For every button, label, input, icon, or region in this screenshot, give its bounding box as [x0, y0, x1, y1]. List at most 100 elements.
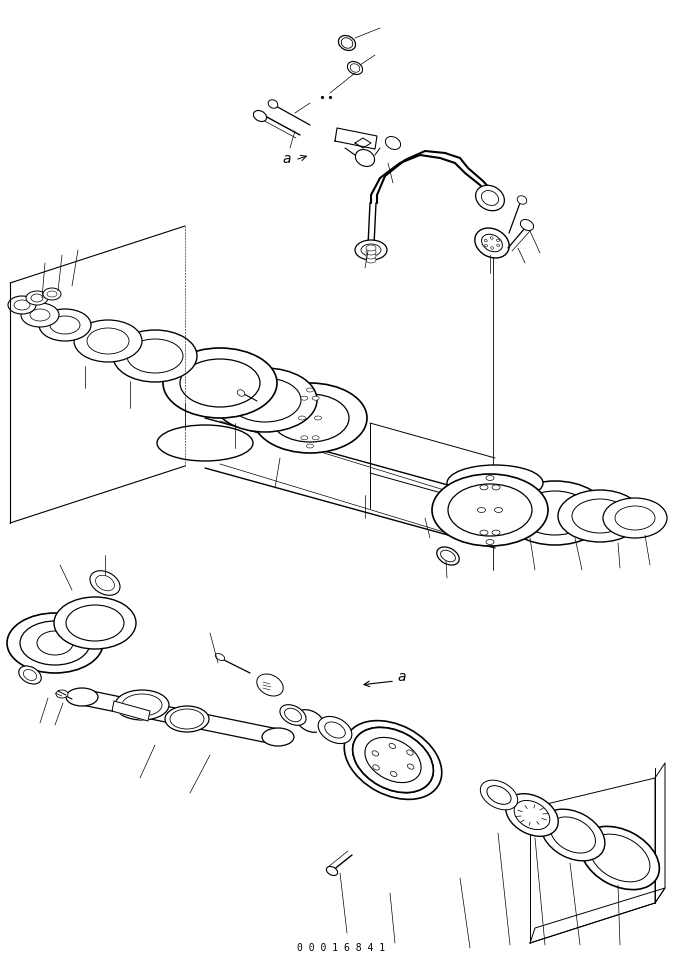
Ellipse shape: [590, 834, 650, 882]
Ellipse shape: [8, 296, 36, 314]
Ellipse shape: [373, 765, 379, 770]
Ellipse shape: [327, 867, 338, 875]
Ellipse shape: [74, 320, 142, 362]
Ellipse shape: [318, 716, 352, 743]
Ellipse shape: [503, 481, 607, 545]
Ellipse shape: [312, 436, 319, 440]
Ellipse shape: [23, 669, 37, 681]
Text: a: a: [397, 670, 406, 684]
Ellipse shape: [486, 476, 494, 481]
Ellipse shape: [406, 750, 413, 755]
Ellipse shape: [520, 220, 533, 230]
Ellipse shape: [480, 530, 488, 535]
Ellipse shape: [385, 137, 400, 149]
Ellipse shape: [257, 674, 283, 696]
Ellipse shape: [365, 738, 421, 783]
Ellipse shape: [347, 62, 363, 74]
Ellipse shape: [66, 688, 98, 706]
Ellipse shape: [54, 597, 136, 649]
Ellipse shape: [372, 751, 379, 756]
Polygon shape: [355, 138, 371, 148]
Ellipse shape: [519, 491, 591, 535]
Ellipse shape: [373, 765, 379, 770]
Ellipse shape: [361, 244, 381, 256]
Ellipse shape: [436, 547, 459, 565]
Ellipse shape: [253, 383, 367, 453]
Ellipse shape: [66, 605, 124, 641]
Ellipse shape: [262, 728, 294, 746]
Ellipse shape: [366, 249, 376, 255]
Ellipse shape: [127, 339, 183, 373]
Ellipse shape: [477, 508, 486, 512]
Ellipse shape: [492, 485, 500, 490]
Ellipse shape: [95, 575, 115, 590]
Ellipse shape: [284, 708, 301, 722]
Ellipse shape: [475, 228, 509, 258]
Ellipse shape: [355, 240, 387, 260]
Ellipse shape: [492, 530, 500, 535]
Ellipse shape: [21, 303, 59, 327]
Ellipse shape: [26, 291, 48, 305]
Ellipse shape: [43, 288, 61, 300]
Ellipse shape: [443, 488, 547, 532]
Ellipse shape: [157, 425, 253, 461]
Ellipse shape: [353, 727, 433, 793]
Ellipse shape: [170, 709, 204, 729]
Ellipse shape: [447, 465, 543, 501]
Ellipse shape: [517, 195, 527, 204]
Ellipse shape: [355, 149, 374, 167]
Ellipse shape: [550, 817, 595, 853]
Polygon shape: [335, 128, 377, 149]
Ellipse shape: [325, 722, 345, 738]
Ellipse shape: [19, 666, 41, 684]
Ellipse shape: [237, 390, 245, 396]
Ellipse shape: [90, 571, 120, 595]
Ellipse shape: [213, 368, 317, 432]
Ellipse shape: [353, 727, 433, 793]
Ellipse shape: [366, 253, 376, 259]
Ellipse shape: [406, 750, 413, 755]
Ellipse shape: [390, 771, 397, 776]
Ellipse shape: [39, 309, 91, 341]
Ellipse shape: [365, 738, 421, 783]
Ellipse shape: [407, 764, 414, 769]
Ellipse shape: [475, 185, 505, 211]
Ellipse shape: [350, 64, 360, 72]
Ellipse shape: [389, 743, 396, 748]
Ellipse shape: [254, 111, 267, 121]
Ellipse shape: [20, 621, 90, 665]
Ellipse shape: [457, 494, 533, 526]
Text: a: a: [282, 152, 291, 166]
Ellipse shape: [31, 294, 43, 302]
Ellipse shape: [271, 394, 349, 442]
Ellipse shape: [299, 416, 306, 420]
Text: 0 0 0 1 6 8 4 1: 0 0 0 1 6 8 4 1: [297, 943, 385, 953]
Ellipse shape: [447, 505, 543, 541]
Ellipse shape: [480, 485, 488, 490]
Ellipse shape: [432, 474, 548, 546]
Ellipse shape: [558, 490, 642, 542]
Ellipse shape: [47, 291, 57, 297]
Ellipse shape: [306, 444, 314, 448]
Ellipse shape: [312, 396, 319, 401]
Ellipse shape: [216, 654, 224, 661]
Ellipse shape: [56, 690, 68, 698]
Ellipse shape: [163, 348, 277, 418]
Ellipse shape: [314, 416, 321, 420]
Ellipse shape: [441, 550, 456, 561]
Ellipse shape: [301, 396, 308, 401]
Ellipse shape: [37, 631, 73, 655]
Ellipse shape: [306, 388, 314, 392]
Ellipse shape: [494, 508, 503, 512]
Ellipse shape: [390, 771, 397, 776]
Ellipse shape: [229, 378, 301, 422]
Ellipse shape: [115, 690, 169, 720]
Ellipse shape: [50, 316, 80, 334]
Ellipse shape: [165, 706, 209, 732]
Ellipse shape: [615, 506, 655, 530]
Ellipse shape: [122, 694, 162, 716]
Ellipse shape: [481, 191, 499, 205]
Ellipse shape: [87, 328, 129, 354]
Ellipse shape: [338, 36, 355, 50]
Ellipse shape: [180, 359, 260, 407]
